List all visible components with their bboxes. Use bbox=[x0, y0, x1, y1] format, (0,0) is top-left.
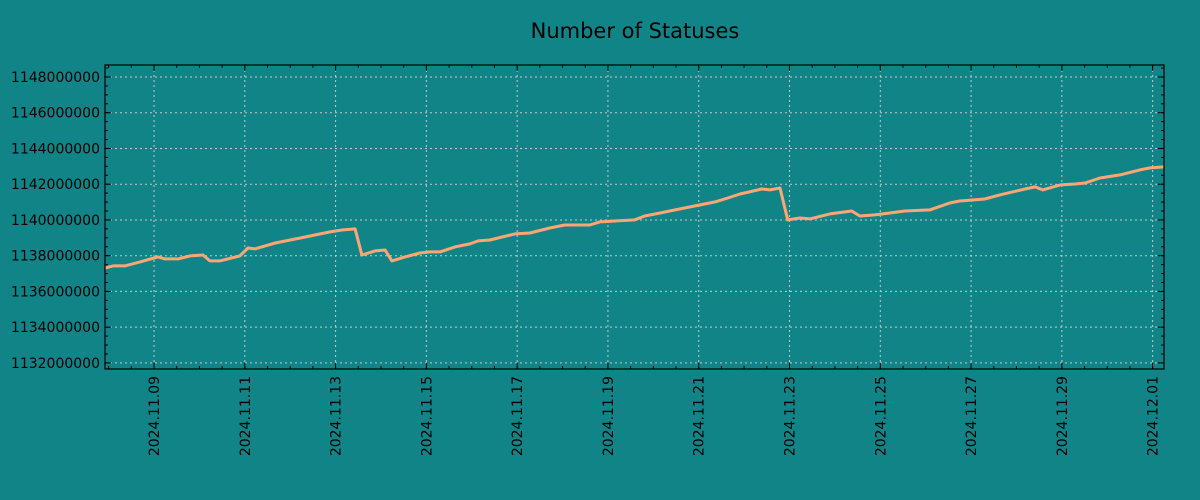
y-tick-label: 1144000000 bbox=[11, 141, 100, 157]
x-tick-label: 2024.11.21 bbox=[692, 376, 708, 456]
x-tick-label: 2024.11.29 bbox=[1055, 376, 1071, 456]
x-tick-label: 2024.12.01 bbox=[1146, 376, 1162, 456]
x-tick-label: 2024.11.09 bbox=[147, 376, 163, 456]
plot-frame bbox=[104, 64, 1165, 370]
axis-ticks bbox=[105, 65, 1164, 369]
chart-title: Number of Statuses bbox=[531, 19, 740, 43]
grid bbox=[105, 65, 1164, 369]
x-tick-label: 2024.11.11 bbox=[238, 376, 254, 456]
y-tick-label: 1132000000 bbox=[11, 356, 100, 372]
x-tick-label: 2024.11.27 bbox=[964, 376, 980, 456]
x-tick-label: 2024.11.17 bbox=[510, 376, 526, 456]
y-tick-label: 1140000000 bbox=[11, 213, 100, 229]
x-tick-label: 2024.11.23 bbox=[783, 376, 799, 456]
x-axis-labels: 2024.11.09 2024.11.11 2024.11.13 2024.11.15… bbox=[147, 376, 1162, 456]
x-tick-label: 2024.11.25 bbox=[873, 376, 889, 456]
x-tick-label: 2024.11.19 bbox=[601, 376, 617, 456]
series-line-number-of-statuses bbox=[104, 165, 1165, 270]
y-tick-label: 1134000000 bbox=[11, 320, 100, 336]
y-tick-label: 1142000000 bbox=[11, 177, 100, 193]
x-tick-label: 2024.11.13 bbox=[329, 376, 345, 456]
y-tick-label: 1138000000 bbox=[11, 249, 100, 265]
y-axis-labels: 1132000000 1134000000 1136000000 1138000000… bbox=[11, 70, 100, 372]
y-tick-label: 1148000000 bbox=[11, 70, 100, 86]
y-tick-label: 1146000000 bbox=[11, 106, 100, 122]
y-tick-label: 1136000000 bbox=[11, 284, 100, 300]
x-tick-label: 2024.11.15 bbox=[419, 376, 435, 456]
